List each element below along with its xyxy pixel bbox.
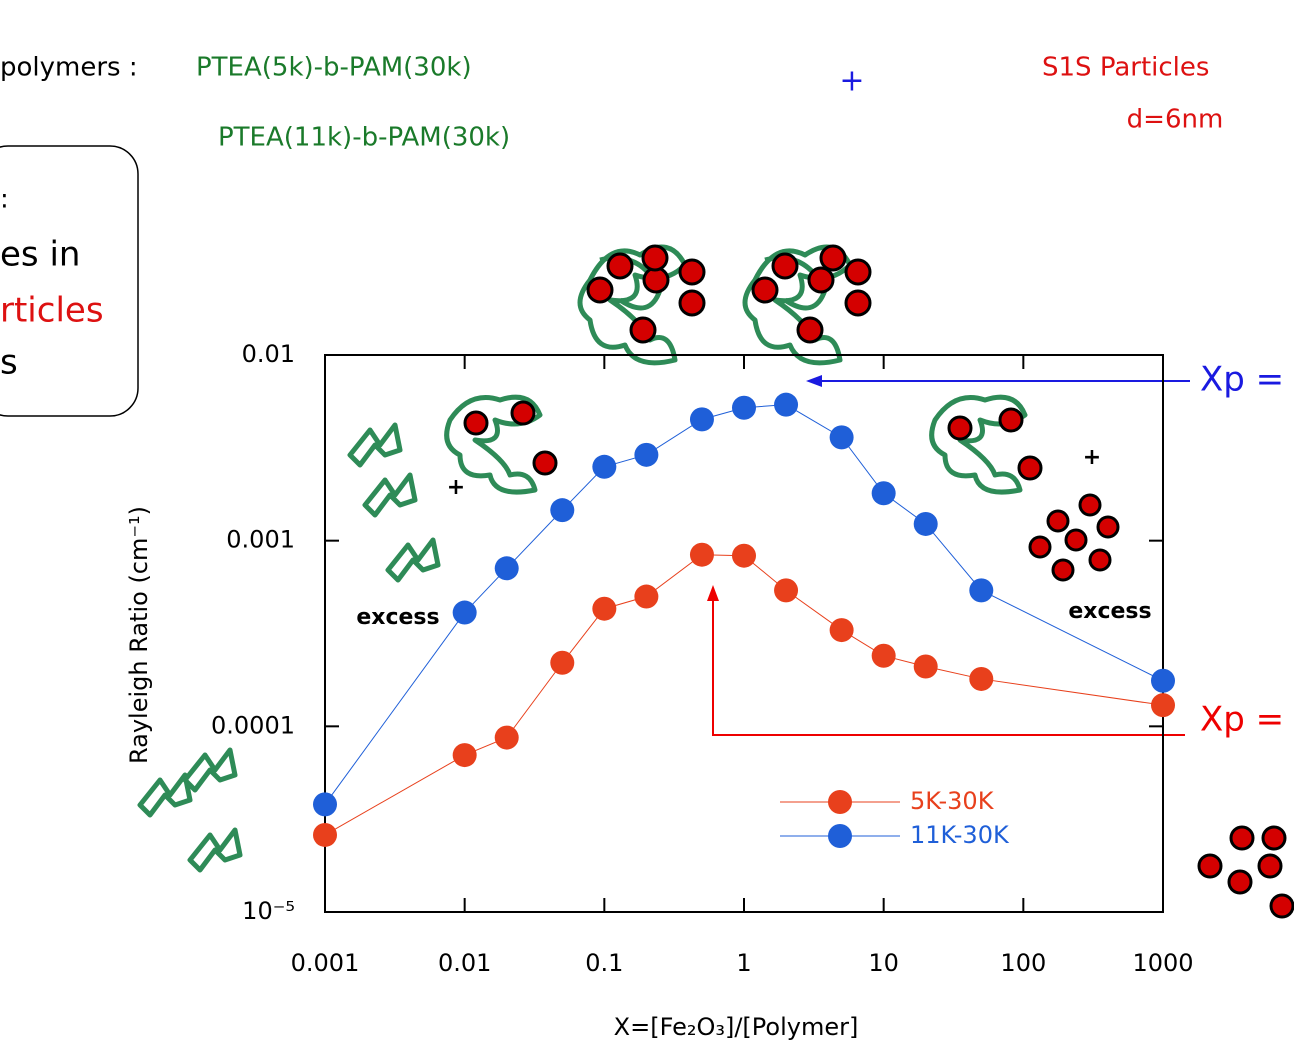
annotation: excess xyxy=(1068,599,1151,624)
annotation: d=6nm xyxy=(1127,105,1224,135)
annotation: PTEA(11k)-b-PAM(30k) xyxy=(218,123,510,153)
y-tick-label: 0.001 xyxy=(226,526,295,554)
data-point xyxy=(634,584,659,609)
x-axis-label: X=[Fe₂O₃]/[Polymer] xyxy=(614,1013,859,1041)
annotation: rticles xyxy=(0,291,104,331)
y-tick-label: 10⁻⁵ xyxy=(242,897,295,925)
data-point xyxy=(550,498,575,523)
x-tick-label: 100 xyxy=(1000,949,1046,977)
plot-frame xyxy=(324,354,1164,913)
note-box xyxy=(0,145,139,417)
annotation: + xyxy=(447,475,465,500)
y-tick-label: 0.01 xyxy=(242,340,295,368)
data-point xyxy=(871,643,896,668)
data-point xyxy=(689,542,714,567)
complex-icon xyxy=(137,244,1294,919)
data-point xyxy=(913,511,938,536)
x-tick-label: 1 xyxy=(736,949,751,977)
x-tick-label: 0.1 xyxy=(585,949,623,977)
annotation: S1S Particles xyxy=(1042,53,1209,83)
y-axis-label: Rayleigh Ratio (cm⁻¹) xyxy=(125,506,153,764)
data-point xyxy=(592,596,617,621)
data-point xyxy=(592,454,617,479)
annotation: polymers : xyxy=(0,53,138,83)
data-point xyxy=(494,556,519,581)
annotation: PTEA(5k)-b-PAM(30k) xyxy=(196,53,472,83)
data-point xyxy=(634,442,659,467)
legend-marker xyxy=(828,790,852,814)
annotation: excess xyxy=(356,605,439,630)
data-point xyxy=(313,822,337,847)
data-point xyxy=(969,666,994,691)
data-point xyxy=(829,425,854,450)
x-tick-label: 0.001 xyxy=(291,949,360,977)
data-point xyxy=(732,543,756,568)
x-tick-label: 0.01 xyxy=(438,949,491,977)
data-point xyxy=(969,578,994,603)
arrow xyxy=(712,600,1185,736)
data-point xyxy=(452,600,477,625)
annotation: Xp = xyxy=(1200,700,1284,740)
data-point xyxy=(871,481,896,506)
data-point xyxy=(774,392,799,417)
y-tick-label: 0.0001 xyxy=(211,711,295,739)
legend-label: 11K-30K xyxy=(910,821,1010,849)
data-point xyxy=(1151,668,1175,693)
annotation: Xp = xyxy=(1200,360,1284,400)
annotation: : xyxy=(0,185,9,215)
data-point xyxy=(829,618,854,643)
annotation: + xyxy=(1083,445,1101,470)
data-point xyxy=(732,395,756,420)
legend-label: 5K-30K xyxy=(910,787,995,815)
arrowhead xyxy=(707,585,719,601)
x-tick-label: 1000 xyxy=(1132,949,1193,977)
arrowhead xyxy=(806,375,822,387)
annotation: es in xyxy=(0,235,80,275)
legend-marker xyxy=(828,824,852,848)
annotation: + xyxy=(839,64,864,99)
data-point xyxy=(452,743,477,768)
data-point xyxy=(774,578,799,603)
data-point xyxy=(1151,693,1175,718)
data-point xyxy=(550,650,575,675)
series-line xyxy=(324,554,1164,836)
data-point xyxy=(689,407,714,432)
annotation: s xyxy=(0,343,18,383)
data-point xyxy=(313,792,337,817)
x-tick-label: 10 xyxy=(868,949,899,977)
data-point xyxy=(913,654,938,679)
data-point xyxy=(494,725,519,750)
